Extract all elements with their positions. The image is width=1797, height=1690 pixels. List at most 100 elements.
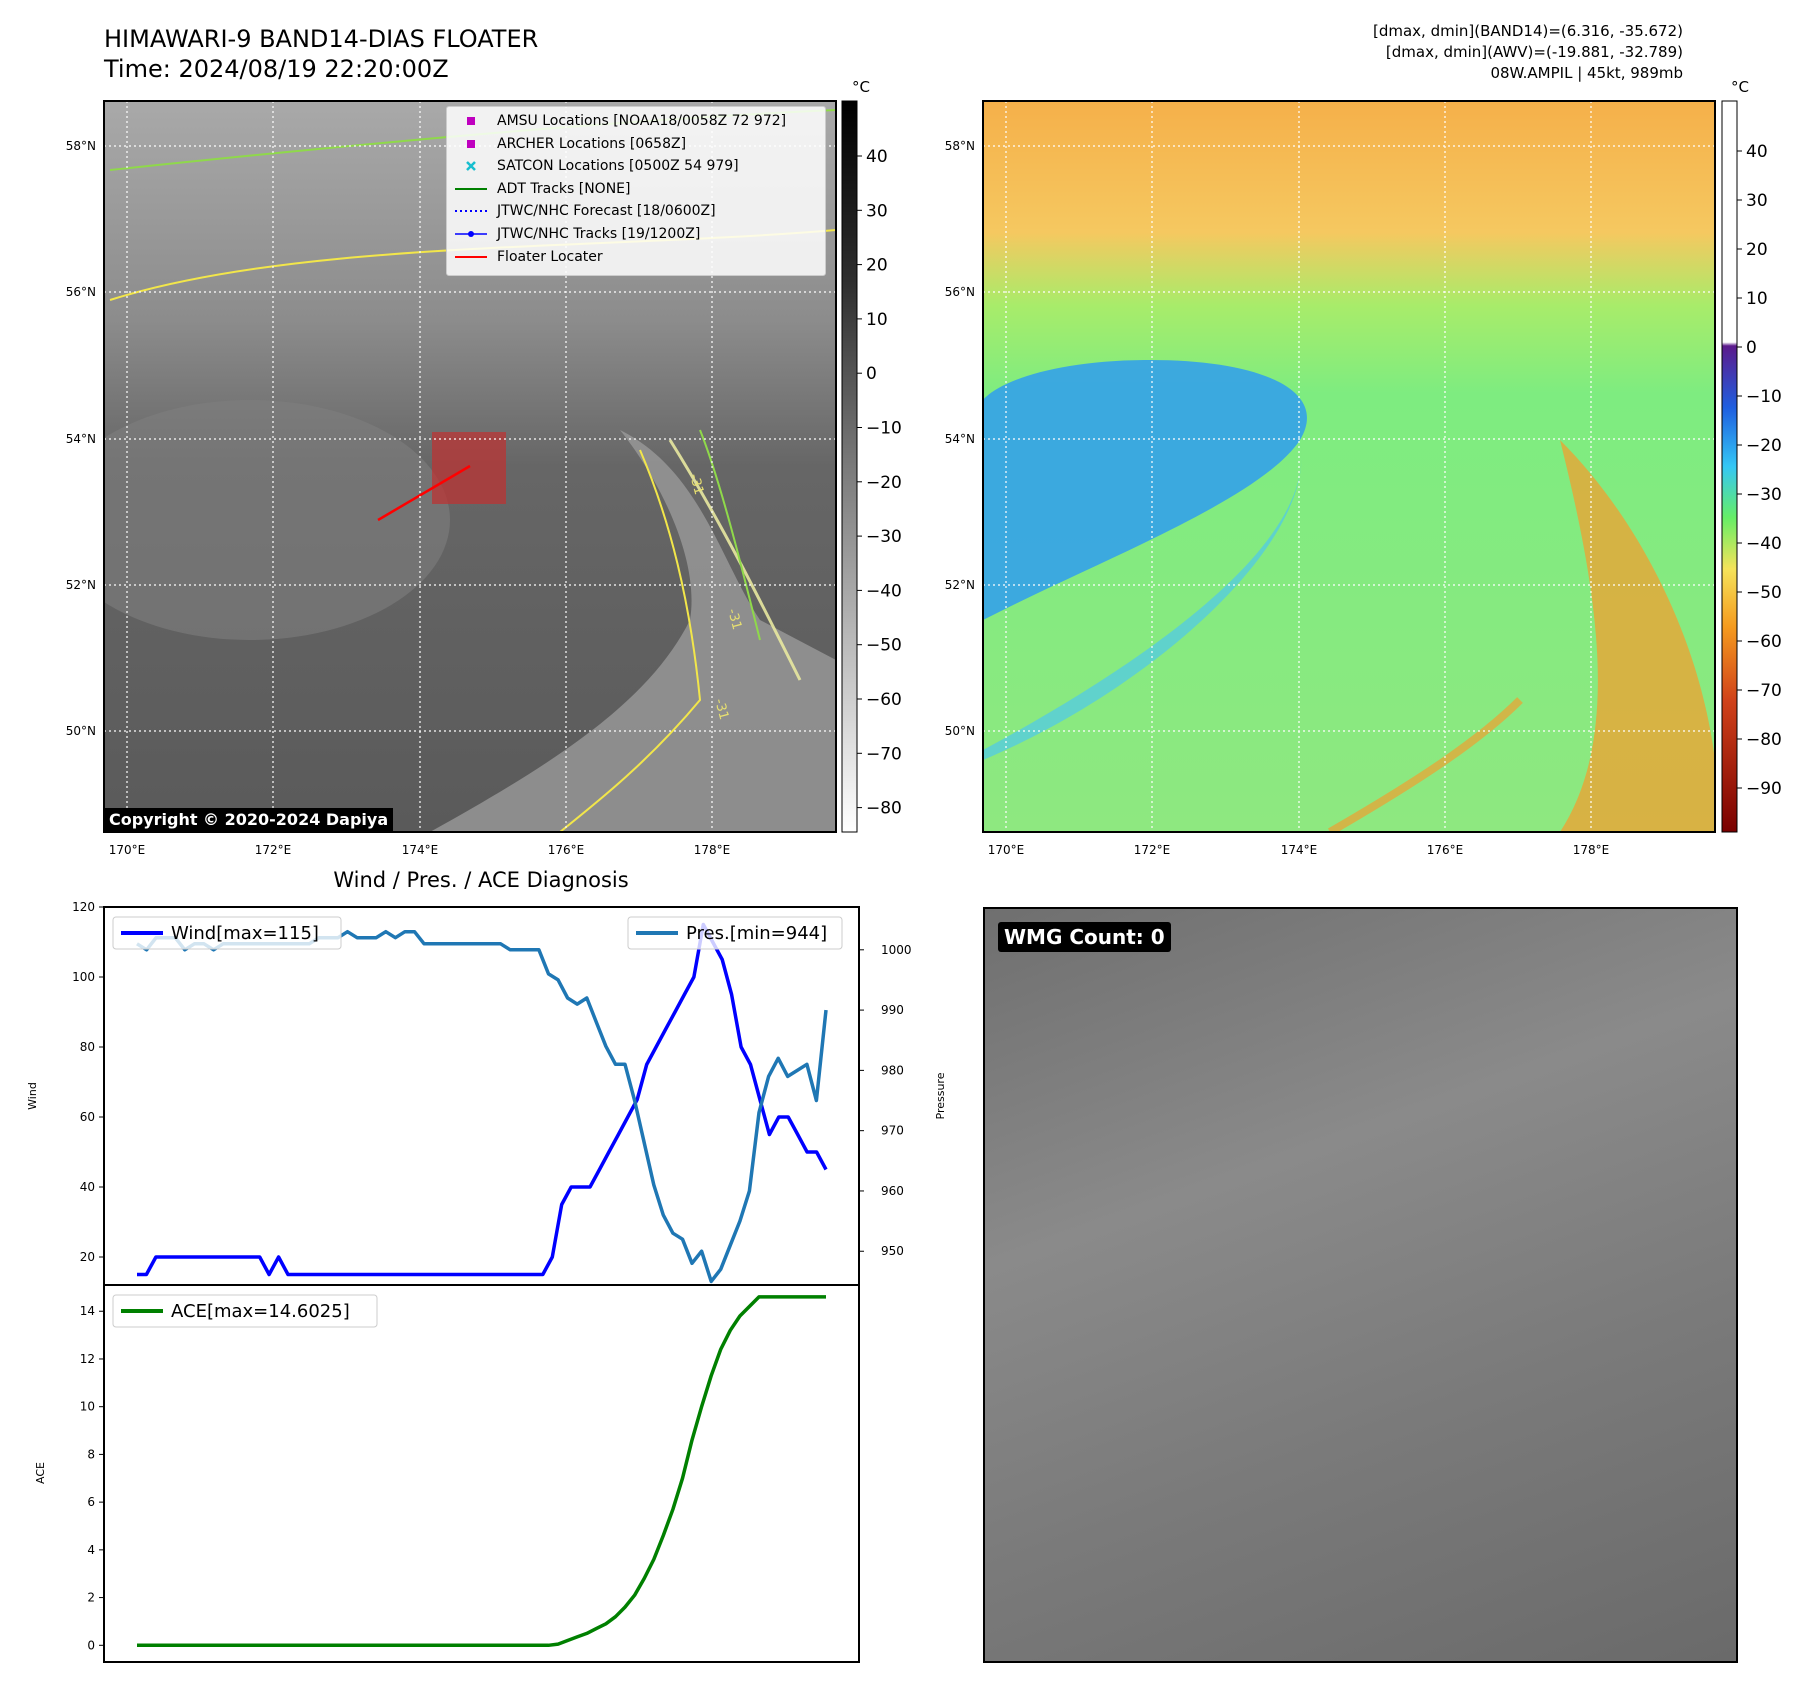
wmg-panel: WMG Count: 0 bbox=[983, 907, 1738, 1663]
ace-tick-label: 2 bbox=[87, 1591, 95, 1605]
ir-colorbar-tick: 10 bbox=[866, 310, 888, 330]
chart-time: Time: 2024/08/19 22:20:00Z bbox=[104, 55, 449, 83]
pressure-tick-label: 970 bbox=[881, 1124, 904, 1138]
pressure-tick-label: 990 bbox=[881, 1003, 904, 1017]
legend-label: SATCON Locations [0500Z 54 979] bbox=[497, 158, 739, 175]
ir-colorbar-tick: −30 bbox=[866, 527, 902, 547]
wmg-count-badge: WMG Count: 0 bbox=[998, 922, 1171, 952]
awv-colorbar-tick: −50 bbox=[1746, 583, 1782, 603]
awv-lat-label: 52°N bbox=[945, 578, 975, 592]
awv-colorbar-tick: 20 bbox=[1746, 240, 1768, 260]
pressure-tick-label: 980 bbox=[881, 1063, 904, 1077]
ace-tick-label: 0 bbox=[87, 1638, 95, 1652]
contour-label: -31 bbox=[711, 697, 731, 721]
wind-tick-label: 60 bbox=[80, 1110, 95, 1124]
wind-axis-label: Wind bbox=[26, 1082, 39, 1110]
awv-lon-label: 170°E bbox=[988, 843, 1025, 857]
ir-lon-label: 170°E bbox=[109, 843, 146, 857]
pressure-legend-label: Pres.[min=944] bbox=[686, 923, 827, 944]
ir-colorbar-tick: 20 bbox=[866, 256, 888, 276]
ace-frame bbox=[103, 1284, 860, 1663]
ir-colorbar-tick: −40 bbox=[866, 581, 902, 601]
ir-lat-label: 56°N bbox=[66, 285, 96, 299]
wind-legend-label: Wind[max=115] bbox=[171, 923, 319, 944]
awv-lon-label: 176°E bbox=[1427, 843, 1464, 857]
pressure-tick-label: 1000 bbox=[881, 943, 912, 957]
ir-lat-label: 58°N bbox=[66, 139, 96, 153]
awv-lon-label: 172°E bbox=[1134, 843, 1171, 857]
legend-marker bbox=[455, 210, 487, 213]
wind-tick-label: 80 bbox=[80, 1040, 95, 1054]
ace-tick-label: 12 bbox=[80, 1352, 95, 1366]
awv-colorbar-tick: −30 bbox=[1746, 485, 1782, 505]
ir-colorbar-tick: 0 bbox=[866, 364, 877, 384]
ir-colorbar-tick: −20 bbox=[866, 473, 902, 493]
ir-lon-label: 178°E bbox=[694, 843, 731, 857]
legend-entry: SATCON Locations [0500Z 54 979] bbox=[453, 156, 739, 176]
wind-tick-label: 20 bbox=[80, 1250, 95, 1264]
pressure-tick-label: 960 bbox=[881, 1184, 904, 1198]
legend-marker bbox=[455, 255, 487, 258]
ace-axis-label: ACE bbox=[34, 1462, 47, 1484]
ir-legend: AMSU Locations [NOAA18/0058Z 72 972] ARCH… bbox=[446, 106, 826, 276]
ir-colorbar-tick: −70 bbox=[866, 744, 902, 764]
pressure-tick-label: 950 bbox=[881, 1244, 904, 1258]
ace-tick-label: 10 bbox=[80, 1400, 95, 1414]
legend-label: ADT Tracks [NONE] bbox=[497, 180, 631, 197]
ace-tick-label: 6 bbox=[87, 1495, 95, 1509]
awv-colorbar-tick: −10 bbox=[1746, 387, 1782, 407]
ir-lon-label: 174°E bbox=[402, 843, 439, 857]
ir-lon-label: 176°E bbox=[548, 843, 585, 857]
awv-lat-label: 54°N bbox=[945, 432, 975, 446]
ir-lat-label: 52°N bbox=[66, 578, 96, 592]
diagnosis-title: Wind / Pres. / ACE Diagnosis bbox=[333, 868, 628, 892]
pressure-axis-label: Pressure bbox=[934, 1072, 947, 1119]
ace-legend-label: ACE[max=14.6025] bbox=[171, 1301, 350, 1322]
legend-marker bbox=[455, 231, 487, 237]
legend-label: JTWC/NHC Tracks [19/1200Z] bbox=[497, 226, 701, 242]
ir-colorbar-tick: 30 bbox=[866, 201, 888, 221]
awv-imagery bbox=[983, 101, 1715, 832]
legend-marker bbox=[467, 139, 475, 148]
band14-range: [dmax, dmin](BAND14)=(6.316, -35.672) bbox=[1372, 22, 1683, 40]
ir-colorbar-tick: −60 bbox=[866, 690, 902, 710]
awv-lon-label: 174°E bbox=[1281, 843, 1318, 857]
wind-legend bbox=[112, 916, 342, 950]
awv-colorbar-tick: −70 bbox=[1746, 681, 1782, 701]
awv-colorbar-tick: 10 bbox=[1746, 289, 1768, 309]
awv-colorbar-tick: 30 bbox=[1746, 191, 1768, 211]
awv-colorbar-tick: 40 bbox=[1746, 142, 1768, 162]
legend-entry: JTWC/NHC Forecast [18/0600Z] bbox=[453, 201, 716, 221]
awv-lon-label: 178°E bbox=[1573, 843, 1610, 857]
legend-entry: AMSU Locations [NOAA18/0058Z 72 972] bbox=[453, 111, 786, 131]
awv-lat-label: 56°N bbox=[945, 285, 975, 299]
wind-series-line bbox=[137, 922, 828, 1277]
wind-tick-label: 100 bbox=[72, 970, 95, 984]
legend-label: AMSU Locations [NOAA18/0058Z 72 972] bbox=[497, 113, 787, 129]
ir-lat-label: 54°N bbox=[66, 432, 96, 446]
ir-colorbar-tick: −80 bbox=[866, 799, 902, 819]
legend-marker bbox=[466, 161, 476, 172]
awv-range: [dmax, dmin](AWV)=(-19.881, -32.789) bbox=[1385, 43, 1683, 61]
copyright-label: Copyright © 2020-2024 Dapiya bbox=[104, 808, 394, 831]
wind-tick-label: 120 bbox=[72, 900, 95, 914]
awv-colorbar-tick: 0 bbox=[1746, 338, 1757, 358]
awv-lat-label: 50°N bbox=[945, 724, 975, 738]
legend-entry: ADT Tracks [NONE] bbox=[453, 179, 630, 199]
ir-colorbar-tick: −50 bbox=[866, 636, 902, 656]
wind-tick-label: 40 bbox=[80, 1180, 95, 1194]
awv-colorbar-tick: −40 bbox=[1746, 534, 1782, 554]
awv-colorbar bbox=[1721, 100, 1738, 833]
wind-pres-frame bbox=[103, 906, 860, 1286]
awv-colorbar-tick: −60 bbox=[1746, 632, 1782, 652]
awv-gridlines bbox=[983, 101, 1715, 832]
ir-lat-label: 50°N bbox=[66, 724, 96, 738]
ir-colorbar-tick: −10 bbox=[866, 419, 902, 439]
awv-colorbar-tick: −90 bbox=[1746, 779, 1782, 799]
ir-colorbar bbox=[841, 100, 858, 833]
legend-marker bbox=[455, 187, 487, 190]
pressure-legend bbox=[627, 916, 843, 950]
contour-label: -31 bbox=[724, 607, 744, 631]
legend-marker bbox=[467, 117, 475, 125]
